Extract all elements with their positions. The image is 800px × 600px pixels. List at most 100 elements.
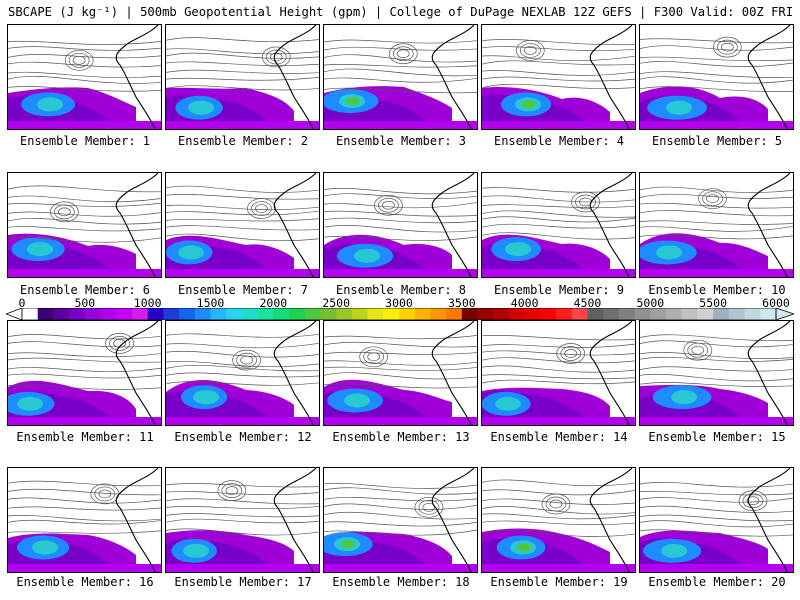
- colorbar-swatch: [320, 308, 337, 320]
- colorbar-swatch: [571, 308, 588, 320]
- colorbar-swatch: [336, 308, 353, 320]
- colorbar-swatch: [461, 308, 478, 320]
- map-10: [640, 173, 793, 277]
- ensemble-panel-9: [481, 172, 636, 278]
- coastline: [431, 321, 475, 425]
- colorbar-swatch: [587, 308, 604, 320]
- colorbar-tick-label: 2000: [259, 296, 288, 310]
- height-contours: [166, 333, 319, 386]
- ensemble-member-label: Ensemble Member: 11: [16, 430, 154, 444]
- height-contours: [324, 39, 477, 94]
- colorbar-swatch: [556, 308, 573, 320]
- cape-shading: [8, 87, 161, 129]
- map-2: [166, 25, 319, 129]
- colorbar-tick-label: 2500: [322, 296, 351, 310]
- cape-shading: [166, 380, 319, 425]
- coastline: [747, 468, 791, 572]
- map-13: [324, 321, 477, 425]
- colorbar-swatch: [241, 308, 259, 320]
- colorbar-tick-label: 1000: [133, 296, 162, 310]
- figure-title: SBCAPE (J kg⁻¹) | 500mb Geopotential Hei…: [8, 5, 800, 19]
- map-7: [166, 173, 319, 277]
- cape-shading: [482, 387, 635, 425]
- ensemble-panel-14: [481, 320, 636, 426]
- ensemble-member-label: Ensemble Member: 2: [177, 134, 309, 148]
- ensemble-member-label: Ensemble Member: 20: [648, 575, 786, 589]
- map-4: [482, 25, 635, 129]
- coastline: [273, 25, 317, 129]
- ensemble-panel-18: [323, 467, 478, 573]
- colorbar-swatch: [37, 308, 54, 320]
- colorbar-swatch: [257, 308, 274, 320]
- ensemble-member-label: Ensemble Member: 10: [648, 283, 786, 297]
- coastline: [589, 468, 633, 572]
- ensemble-member-label: Ensemble Member: 5: [651, 134, 783, 148]
- colorbar-swatch: [430, 308, 447, 320]
- colorbar-swatch: [524, 308, 541, 320]
- coastline: [273, 321, 317, 425]
- ensemble-panel-6: [7, 172, 162, 278]
- colorbar-swatch: [194, 308, 211, 320]
- ensemble-panel-13: [323, 320, 478, 426]
- colorbar-swatch: [744, 308, 761, 320]
- ensemble-member-label: Ensemble Member: 18: [332, 575, 470, 589]
- map-20: [640, 468, 793, 572]
- ensemble-panel-7: [165, 172, 320, 278]
- cape-shading: [482, 528, 635, 572]
- colorbar-swatch: [383, 308, 400, 320]
- colorbar-swatch: [666, 308, 683, 320]
- ensemble-panel-5: [639, 24, 794, 130]
- colorbar-swatch: [22, 308, 39, 320]
- cape-shading: [8, 533, 161, 572]
- colorbar-swatch: [713, 308, 730, 320]
- colorbar-swatch: [226, 308, 243, 320]
- cape-shading: [324, 86, 477, 129]
- ensemble-panel-15: [639, 320, 794, 426]
- coastline: [115, 321, 159, 425]
- colorbar-swatch: [53, 308, 70, 320]
- height-contours: [166, 480, 319, 536]
- colorbar-swatch: [147, 308, 164, 320]
- cape-shading: [8, 233, 161, 277]
- coastline: [115, 173, 159, 277]
- map-18: [324, 468, 477, 572]
- cape-shading: [324, 379, 477, 425]
- colorbar-swatch: [367, 308, 384, 320]
- coastline: [115, 25, 159, 129]
- cape-colorbar: [6, 308, 794, 320]
- colorbar-swatch: [760, 308, 777, 320]
- map-14: [482, 321, 635, 425]
- colorbar-swatch: [179, 308, 196, 320]
- colorbar-swatch: [399, 308, 416, 320]
- colorbar-swatch: [477, 308, 494, 320]
- coastline: [747, 173, 791, 277]
- ensemble-panel-17: [165, 467, 320, 573]
- ensemble-member-label: Ensemble Member: 4: [493, 134, 625, 148]
- ensemble-member-label: Ensemble Member: 14: [490, 430, 628, 444]
- colorbar-swatch: [84, 308, 101, 320]
- colorbar-tick-label: 6000: [762, 296, 790, 310]
- map-17: [166, 468, 319, 572]
- map-6: [8, 173, 161, 277]
- height-contours: [640, 36, 793, 92]
- colorbar-swatch: [650, 308, 667, 320]
- ensemble-member-label: Ensemble Member: 1: [19, 134, 151, 148]
- ensemble-member-label: Ensemble Member: 6: [19, 283, 151, 297]
- coastline: [589, 321, 633, 425]
- coastline: [273, 173, 317, 277]
- height-contours: [166, 185, 319, 241]
- colorbar-swatch: [634, 308, 651, 320]
- ensemble-panel-4: [481, 24, 636, 130]
- colorbar-swatch: [618, 308, 636, 320]
- colorbar-swatch: [681, 308, 698, 320]
- ensemble-panel-3: [323, 24, 478, 130]
- colorbar-swatch: [131, 308, 149, 320]
- cape-shading: [324, 234, 477, 277]
- height-contours: [482, 335, 635, 385]
- colorbar-swatch: [540, 308, 557, 320]
- colorbar-swatch: [603, 308, 620, 320]
- colorbar-swatch: [414, 308, 431, 320]
- colorbar-tick-label: 5000: [636, 296, 665, 310]
- coastline: [589, 25, 633, 129]
- cape-shading: [166, 87, 319, 129]
